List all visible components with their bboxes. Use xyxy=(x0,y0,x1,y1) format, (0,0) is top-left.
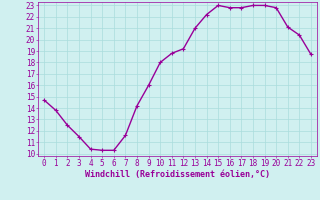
X-axis label: Windchill (Refroidissement éolien,°C): Windchill (Refroidissement éolien,°C) xyxy=(85,170,270,179)
